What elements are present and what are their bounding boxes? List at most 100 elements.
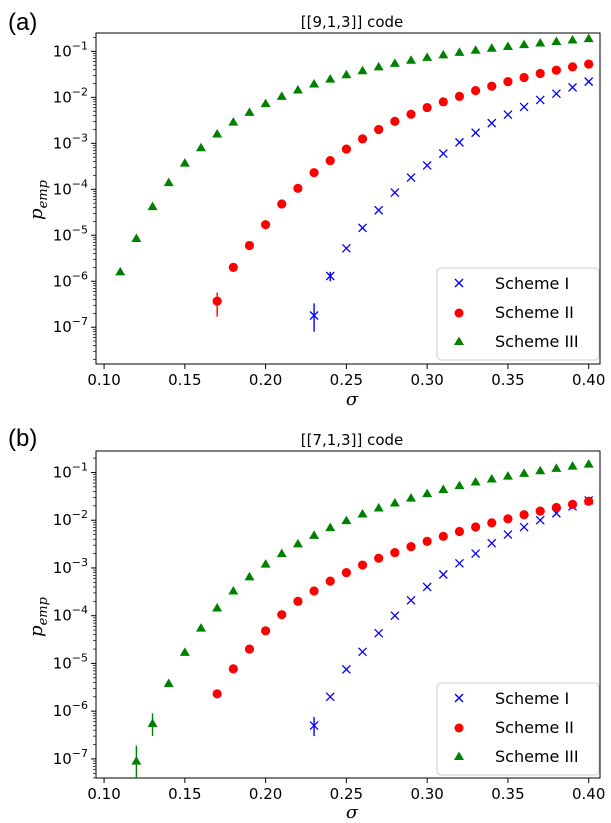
x-tick-label: 0.20 (249, 371, 282, 389)
chart-title: [[9,1,3]] code (301, 13, 404, 31)
data-point (309, 721, 319, 730)
y-tick-label: 10−2 (53, 508, 88, 529)
data-point (584, 496, 594, 506)
data-point (276, 91, 287, 100)
data-point (551, 89, 561, 99)
data-point (228, 585, 239, 595)
data-point (341, 69, 352, 79)
x-tick-label: 0.35 (491, 785, 524, 803)
data-point (276, 548, 287, 558)
data-point (196, 623, 206, 632)
data-point (212, 689, 222, 699)
data-point (358, 647, 367, 657)
data-point (389, 497, 400, 507)
data-point (260, 559, 271, 568)
data-point (438, 97, 448, 107)
y-axis-label-base: p (26, 208, 47, 220)
data-point (471, 86, 481, 96)
data-point (487, 118, 497, 128)
data-point (341, 144, 351, 154)
y-tick-label: 10−5 (53, 651, 88, 672)
data-point (519, 102, 529, 112)
data-point (196, 142, 206, 152)
data-point (454, 47, 465, 56)
data-point (292, 84, 303, 94)
data-point (438, 531, 448, 541)
data-point (212, 296, 222, 306)
data-point (455, 137, 464, 147)
data-point (389, 58, 400, 67)
data-point (373, 61, 384, 71)
data-point (163, 177, 174, 187)
panel-a: (a) [[9,1,3]] code 0.10 0.15 0.20 0.25 0.30 0… (8, 9, 605, 410)
data-point (228, 262, 238, 273)
data-point (277, 199, 287, 209)
data-point (309, 586, 319, 596)
data-point (567, 499, 578, 509)
data-point (163, 678, 174, 687)
data-point (551, 463, 562, 472)
series-scheme-i (309, 77, 594, 332)
x-tick-label: 0.10 (87, 785, 120, 803)
axes-frame (95, 450, 601, 779)
x-tick-label: 0.20 (249, 785, 282, 803)
data-point (406, 109, 416, 119)
data-point (503, 514, 513, 524)
data-point (519, 468, 530, 477)
data-point (179, 158, 190, 167)
legend-marker-scheme-ii (454, 308, 464, 318)
data-point (503, 530, 513, 540)
data-point (487, 538, 497, 548)
y-axis-label-subscript: emp (36, 596, 51, 625)
data-point (357, 560, 368, 570)
data-point (535, 95, 545, 105)
data-point (212, 602, 223, 612)
data-point (374, 124, 384, 135)
data-point (535, 465, 546, 475)
panel-label: (a) (8, 9, 37, 36)
data-point (422, 536, 432, 546)
y-tick-label: 10−3 (53, 131, 88, 152)
data-point (551, 36, 562, 46)
legend-marker-scheme-i (454, 278, 464, 288)
data-point (519, 522, 529, 532)
panel-label: (b) (8, 425, 37, 452)
data-point (341, 664, 351, 674)
data-point (471, 128, 481, 138)
data-point (502, 41, 513, 50)
series-scheme-iii (115, 33, 594, 276)
data-point (390, 116, 400, 126)
data-point (583, 459, 594, 468)
x-tick-label: 0.35 (491, 371, 524, 389)
legend-box (436, 267, 600, 361)
data-point (374, 205, 384, 215)
data-point (261, 220, 271, 230)
legend: Scheme I Scheme II Scheme III (436, 267, 600, 361)
data-point (422, 161, 432, 170)
data-point (390, 547, 400, 558)
data-point (471, 522, 481, 532)
x-tick-label: 0.25 (330, 371, 363, 389)
plot-area: 0.10 0.15 0.20 0.25 0.30 0.35 0.40 10−7 10−6 10−5… (53, 32, 605, 389)
data-point (325, 576, 335, 586)
y-tick-label: 10−6 (53, 269, 88, 290)
legend-label-scheme-ii: Scheme II (495, 303, 574, 322)
data-point (228, 117, 239, 126)
data-point (261, 626, 271, 636)
data-point (551, 502, 561, 513)
legend-label-scheme-iii: Scheme III (495, 332, 579, 351)
data-point (535, 38, 546, 47)
data-point (535, 506, 545, 516)
x-tick-label: 0.40 (572, 371, 605, 389)
x-tick-label: 0.15 (168, 785, 201, 803)
y-tick-label: 10−4 (53, 604, 88, 625)
data-point (293, 183, 303, 193)
data-point (406, 542, 416, 552)
data-point (422, 488, 433, 498)
data-point (519, 72, 529, 83)
data-point (470, 45, 481, 54)
data-point (179, 647, 190, 656)
legend-marker-scheme-ii (454, 723, 464, 733)
data-point (212, 128, 223, 138)
data-point (325, 692, 335, 702)
